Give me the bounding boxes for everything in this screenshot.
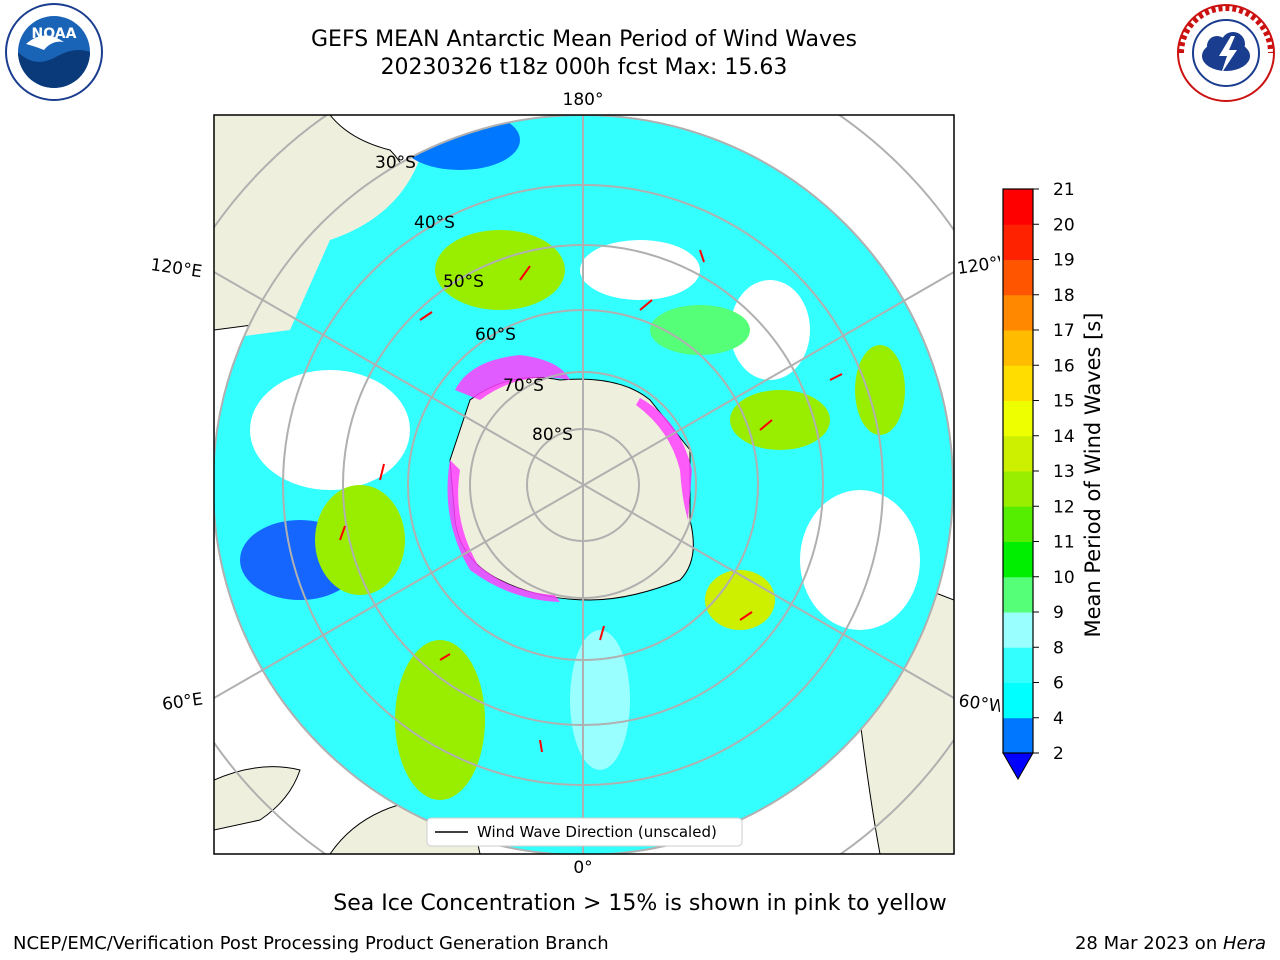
madagascar-land (214, 766, 301, 831)
lat-label-30: 30°S (375, 153, 416, 173)
wind-wave-arrows (339, 249, 843, 753)
lat-label-40: 40°S (414, 213, 455, 233)
colorbar-tick-label: 4 (1053, 709, 1064, 729)
colorbar-tick-label: 16 (1053, 356, 1075, 376)
colorbar-tick-label: 19 (1053, 251, 1075, 271)
map-subtitle: 20230326 t18z 000h fcst Max: 15.63 (380, 55, 788, 80)
colorbar-tick-label: 2 (1053, 744, 1064, 764)
colorbar-cell (1003, 682, 1033, 719)
colorbar-tick-label: 14 (1053, 427, 1075, 447)
colorbar-cell (1003, 612, 1033, 648)
lon-label-120w: 120°W (956, 251, 1000, 279)
colorbar-tick-label: 21 (1053, 180, 1075, 200)
colorbar-tick-label: 10 (1053, 568, 1075, 588)
lon-label-180: 180° (563, 90, 604, 110)
lat-labels: 30°S 40°S 50°S 60°S 70°S 80°S (375, 153, 573, 445)
lat-label-60: 60°S (475, 325, 516, 345)
colorbar: 2 4 6 8 9 10 11 12 13 14 15 16 17 18 19 20 21 Mean Perio… (1002, 180, 1105, 781)
colorbar-cell (1003, 330, 1033, 366)
colorbar-cell (1003, 576, 1033, 613)
nws-logo (1177, 4, 1275, 102)
map-title: GEFS MEAN Antarctic Mean Period of Wind … (311, 27, 857, 52)
lat-label-80: 80°S (532, 425, 573, 445)
colorbar-tick-label: 13 (1053, 462, 1075, 482)
lon-label-60e: 60°E (161, 689, 204, 714)
colorbar-tick-label: 18 (1053, 286, 1075, 306)
colorbar-extend-arrow (1002, 752, 1034, 781)
colorbar-tick-label: 6 (1053, 674, 1064, 694)
colorbar-tick-label: 20 (1053, 215, 1075, 235)
noaa-logo: NOAA (5, 3, 103, 101)
colorbar-cell (1003, 541, 1033, 578)
colorbar-cell (1003, 717, 1033, 754)
footer-credit: NCEP/EMC/Verification Post Processing Pr… (13, 933, 609, 954)
colorbar-tick-label: 8 (1053, 638, 1064, 658)
colorbar-cell (1003, 294, 1033, 331)
antarctic-map: Wind Wave Direction (unscaled) 30°S 40°S… (149, 90, 1000, 878)
colorbar-cell (1003, 224, 1033, 260)
legend-label: Wind Wave Direction (unscaled) (477, 823, 717, 841)
graticule (214, 115, 954, 854)
map-frame (213, 114, 955, 855)
footer-date-text: 28 Mar 2023 on (1074, 933, 1223, 954)
sea-ice-note: Sea Ice Concentration > 15% is shown in … (333, 891, 947, 916)
colorbar-cell (1003, 435, 1033, 472)
lon-label-0: 0° (573, 858, 592, 878)
colorbar-label: Mean Period of Wind Waves [s] (1081, 313, 1105, 638)
colorbar-tick-label: 17 (1053, 321, 1075, 341)
colorbar-tick-label: 15 (1053, 392, 1075, 412)
noaa-logo-text: NOAA (32, 26, 77, 42)
lon-label-120e: 120°E (149, 255, 203, 282)
lat-label-70: 70°S (503, 376, 544, 396)
colorbar-tick-label: 12 (1053, 497, 1075, 517)
map-legend: Wind Wave Direction (unscaled) (426, 817, 743, 847)
colorbar-cell (1003, 365, 1033, 401)
colorbar-cell (1003, 189, 1033, 225)
lon-label-60w: 60°W (957, 691, 1000, 717)
footer-date: 28 Mar 2023 on Hera (1075, 933, 1266, 954)
colorbar-tick-label: 11 (1053, 533, 1075, 553)
colorbar-cell (1003, 259, 1033, 296)
lat-label-50: 50°S (443, 272, 484, 292)
colorbar-cell (1003, 506, 1033, 542)
colorbar-cell (1003, 471, 1033, 507)
colorbar-tick-label: 9 (1053, 603, 1064, 623)
footer-host: Hera (1222, 933, 1266, 954)
colorbar-cell (1003, 647, 1033, 683)
colorbar-cell (1003, 400, 1033, 437)
